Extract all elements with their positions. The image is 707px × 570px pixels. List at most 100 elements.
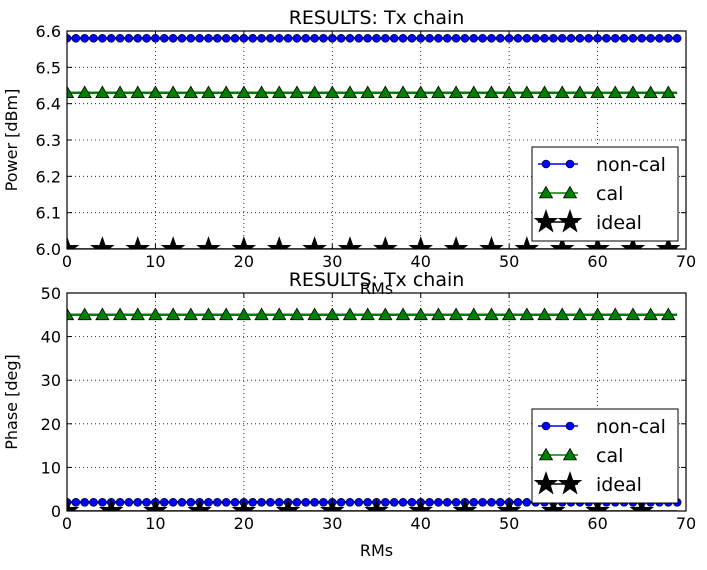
data-point-triangle bbox=[572, 307, 588, 321]
data-point-star bbox=[549, 236, 575, 249]
data-point-circle bbox=[292, 33, 302, 43]
power-legend: non-cal cal ideal bbox=[531, 146, 679, 242]
legend-label: cal bbox=[596, 445, 623, 467]
data-point-circle bbox=[672, 33, 682, 43]
y-tick-label: 6.3 bbox=[36, 131, 61, 150]
data-point-circle bbox=[602, 33, 611, 43]
data-point-star bbox=[187, 498, 212, 511]
data-point-star bbox=[479, 236, 504, 249]
y-tick-label: 6.0 bbox=[36, 240, 61, 259]
data-point-triangle bbox=[112, 307, 128, 321]
data-point-circle bbox=[230, 497, 240, 507]
data-point-circle bbox=[266, 497, 275, 507]
x-tick-label: 40 bbox=[411, 252, 431, 271]
x-tick-label: 20 bbox=[234, 514, 254, 533]
power-series-ideal bbox=[67, 236, 681, 249]
data-point-circle bbox=[195, 33, 204, 43]
x-tick-label: 70 bbox=[676, 514, 696, 533]
data-point-circle bbox=[451, 33, 461, 43]
data-point-circle bbox=[159, 33, 169, 43]
data-point-star bbox=[275, 498, 301, 511]
legend-marker-triangle bbox=[562, 185, 578, 199]
data-point-triangle bbox=[448, 85, 464, 99]
data-point-circle bbox=[372, 33, 381, 43]
data-point-triangle bbox=[183, 85, 198, 99]
data-point-circle bbox=[283, 33, 293, 43]
legend-entry-ideal: ideal bbox=[533, 209, 642, 234]
data-point-circle bbox=[354, 497, 364, 507]
y-tick-label: 6.5 bbox=[36, 58, 61, 77]
data-point-circle bbox=[177, 33, 187, 43]
data-point-triangle bbox=[218, 85, 234, 99]
data-point-circle bbox=[204, 33, 213, 43]
data-point-circle bbox=[522, 33, 532, 43]
data-point-circle bbox=[336, 33, 346, 43]
data-point-circle bbox=[248, 497, 257, 507]
data-point-circle bbox=[513, 33, 523, 43]
data-point-circle bbox=[142, 497, 151, 507]
legend-entry-cal: cal bbox=[538, 183, 623, 205]
data-point-circle bbox=[425, 33, 434, 43]
data-point-star bbox=[143, 498, 168, 511]
data-point-circle bbox=[442, 33, 452, 43]
data-point-circle bbox=[319, 33, 328, 43]
phase-series-layer bbox=[67, 307, 682, 511]
x-tick-label: 0 bbox=[62, 252, 72, 271]
data-point-triangle bbox=[643, 85, 658, 99]
power-y-axis-label: Power [dBm] bbox=[2, 89, 21, 192]
data-point-triangle bbox=[130, 85, 145, 99]
data-point-circle bbox=[513, 497, 523, 507]
y-tick-label: 6.6 bbox=[36, 22, 61, 41]
x-tick-label: 50 bbox=[499, 252, 519, 271]
data-point-star bbox=[98, 498, 124, 511]
data-point-circle bbox=[71, 497, 81, 507]
legend-marker-circle bbox=[541, 159, 551, 169]
data-point-circle bbox=[115, 33, 125, 43]
legend-label: ideal bbox=[596, 212, 642, 234]
data-point-triangle bbox=[183, 307, 198, 321]
data-point-triangle bbox=[448, 307, 464, 321]
data-point-star bbox=[373, 236, 398, 249]
data-point-triangle bbox=[130, 307, 145, 321]
data-point-star bbox=[90, 236, 115, 249]
data-point-circle bbox=[363, 497, 372, 507]
x-tick-label: 0 bbox=[62, 514, 72, 533]
x-tick-label: 30 bbox=[322, 514, 342, 533]
data-point-triangle bbox=[625, 85, 641, 99]
y-tick-label: 10 bbox=[41, 458, 61, 477]
data-point-triangle bbox=[661, 85, 676, 99]
data-point-triangle bbox=[484, 85, 499, 99]
data-point-triangle bbox=[148, 85, 163, 99]
legend-marker-star bbox=[557, 471, 583, 495]
legend-label: cal bbox=[596, 183, 623, 205]
data-point-circle bbox=[257, 33, 266, 43]
data-point-triangle bbox=[360, 307, 375, 321]
data-point-circle bbox=[168, 497, 178, 507]
data-point-triangle bbox=[236, 85, 252, 99]
data-point-circle bbox=[248, 33, 257, 43]
data-point-triangle bbox=[501, 307, 517, 321]
y-tick-label: 6.1 bbox=[36, 204, 61, 223]
phase-legend: non-cal cal ideal bbox=[531, 408, 679, 504]
data-point-circle bbox=[257, 497, 266, 507]
data-point-circle bbox=[584, 33, 594, 43]
legend-marker-circle bbox=[565, 159, 575, 169]
data-point-triangle bbox=[77, 85, 92, 99]
data-point-circle bbox=[566, 33, 576, 43]
data-point-triangle bbox=[643, 307, 658, 321]
legend-marker-triangle bbox=[562, 447, 578, 461]
legend-label: non-cal bbox=[596, 154, 666, 176]
data-point-circle bbox=[336, 497, 346, 507]
data-point-circle bbox=[221, 497, 231, 507]
data-point-circle bbox=[434, 497, 443, 507]
data-point-circle bbox=[619, 33, 629, 43]
data-point-triangle bbox=[413, 85, 428, 99]
data-point-circle bbox=[398, 33, 408, 43]
data-point-circle bbox=[478, 497, 487, 507]
data-point-circle bbox=[664, 33, 673, 43]
data-point-triangle bbox=[590, 85, 605, 99]
data-point-star bbox=[196, 236, 221, 249]
x-tick-label: 70 bbox=[676, 252, 696, 271]
data-point-circle bbox=[398, 497, 408, 507]
